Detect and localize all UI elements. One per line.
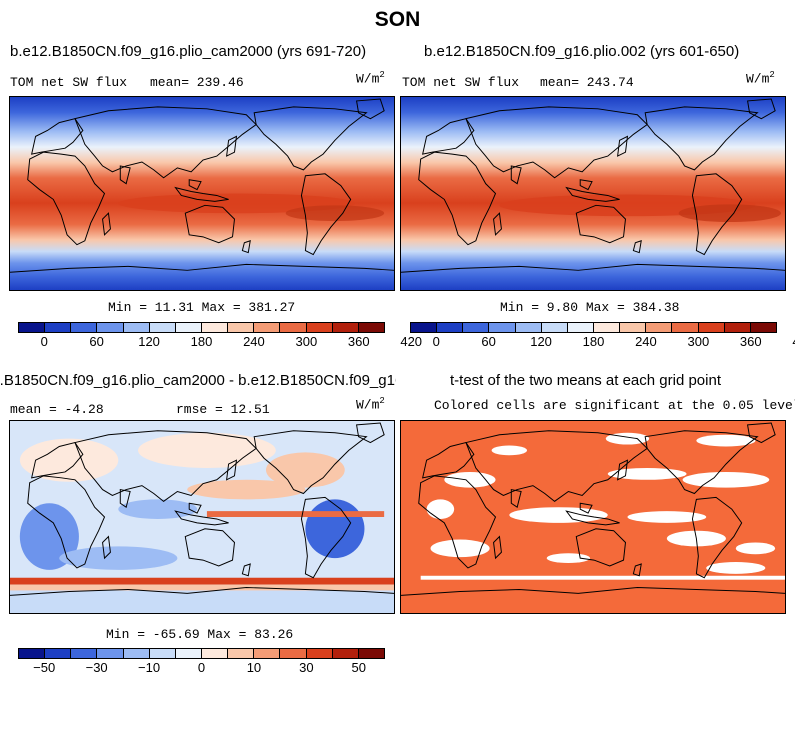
panel1-colorbar-tick-label: 0	[40, 334, 48, 349]
panel2-colorbar-swatch	[437, 323, 464, 332]
panel2-colorbar-tick-label: 60	[481, 334, 496, 349]
panel2-colorbar-swatch	[593, 323, 621, 332]
panel2-variable-label: TOM net SW flux	[402, 75, 520, 90]
panel3-colorbar-tick-label: 0	[197, 660, 206, 675]
panel3-colorbar-tick-label: −30	[85, 660, 108, 675]
panel1-colorbar-swatch	[97, 323, 124, 332]
panel2-colorbar-swatch	[567, 323, 594, 332]
panel2-colorbar-tick-label: 300	[687, 334, 710, 349]
panel2-mean-label: mean= 243.74	[540, 75, 634, 90]
panel1-colorbar-swatch	[306, 323, 333, 332]
panel2-case-title: b.e12.B1850CN.f09_g16.plio.002 (yrs 601-…	[424, 43, 740, 60]
panel2-colorbar-swatch	[620, 323, 647, 332]
panel1-colorbar-swatch	[123, 323, 150, 332]
panel1-colorbar-tick-label: 120	[138, 334, 160, 349]
panel2-colorbar-swatch	[646, 323, 673, 332]
panel2-colorbar-tick-label: 420	[792, 334, 795, 349]
panel1-units: W/m2	[356, 70, 385, 87]
panel1-colorbar-swatch	[19, 323, 46, 332]
panel3-case-title: b.e12.B1850CN.f09_g16.plio_cam2000 - b.e…	[0, 372, 396, 389]
panel1-colorbar-swatch	[358, 323, 384, 332]
panel3-colorbar-swatch	[123, 649, 150, 658]
panel1-minmax: Min = 11.31 Max = 381.27	[108, 300, 296, 315]
panel4-title: t-test of the two means at each grid poi…	[450, 372, 721, 389]
panel1-colorbar-swatch	[45, 323, 72, 332]
panel1-colorbar-swatch	[228, 323, 255, 332]
panel1-colorbar-swatch	[254, 323, 281, 332]
panel1-colorbar-tick-label: 360	[347, 334, 370, 349]
panel2-colorbar-swatch	[489, 323, 516, 332]
panel1-colorbar-tick-label: 180	[190, 334, 213, 349]
panel1-colorbar-swatch	[175, 323, 202, 332]
panel2-colorbar-swatch	[541, 323, 568, 332]
panel3-colorbar-swatch	[71, 649, 98, 658]
panel3-colorbar-swatch	[45, 649, 72, 658]
page-title: SON	[374, 8, 421, 31]
panel1-map	[9, 96, 395, 291]
panel1-case-title: b.e12.B1850CN.f09_g16.plio_cam2000 (yrs …	[10, 43, 367, 60]
panel1-colorbar	[18, 322, 385, 333]
panel1-colorbar-swatch	[332, 323, 359, 332]
panel2-colorbar-swatch	[724, 323, 751, 332]
panel3-colorbar-swatch	[332, 649, 359, 658]
panel2-colorbar-tick-label: 180	[582, 334, 605, 349]
panel1-variable-label: TOM net SW flux	[10, 75, 128, 90]
panel2-units: W/m2	[746, 70, 775, 87]
panel3-units: W/m2	[356, 396, 385, 413]
panel2-minmax: Min = 9.80 Max = 384.38	[500, 300, 680, 315]
panel1-mean-label: mean= 239.46	[150, 75, 244, 90]
panel1-colorbar-swatch	[280, 323, 307, 332]
panel2-colorbar-tick-label: 120	[530, 334, 552, 349]
panel2-colorbar-swatch	[515, 323, 542, 332]
panel3-colorbar-swatch	[358, 649, 384, 658]
panel2-map	[400, 96, 786, 291]
panel2-colorbar-swatch	[411, 323, 438, 332]
panel3-case-title-clip: b.e12.B1850CN.f09_g16.plio_cam2000 - b.e…	[0, 372, 396, 392]
panel3-colorbar-swatch	[280, 649, 307, 658]
panel2-colorbar-tick-label: 240	[635, 334, 657, 349]
panel3-mean-label: mean = -4.28	[10, 402, 104, 417]
panel3-colorbar-swatch	[175, 649, 202, 658]
panel1-colorbar-tick-label: 420	[400, 334, 423, 349]
panel3-minmax: Min = -65.69 Max = 83.26	[106, 627, 294, 642]
panel3-colorbar-tick-label: −10	[138, 660, 161, 675]
panel3-colorbar-tick-label: 10	[246, 660, 262, 675]
panel3-colorbar-swatch	[254, 649, 281, 658]
panel1-colorbar-tick-label: 300	[295, 334, 318, 349]
panel4-map	[400, 420, 786, 614]
panel2-colorbar-swatch	[750, 323, 776, 332]
panel2-colorbar-tick-label: 0	[432, 334, 440, 349]
panel3-colorbar-swatch	[306, 649, 333, 658]
panel1-colorbar-swatch	[149, 323, 176, 332]
panel3-colorbar-swatch	[149, 649, 176, 658]
panel3-colorbar-tick-label: −50	[33, 660, 56, 675]
panel2-colorbar-tick-label: 360	[739, 334, 762, 349]
panel3-colorbar-swatch	[19, 649, 46, 658]
panel3-colorbar-tick-label: 50	[351, 660, 367, 675]
panel2-colorbar-swatch	[698, 323, 725, 332]
panel3-rmse-label: rmse = 12.51	[176, 402, 270, 417]
panel3-colorbar-tick-label: 30	[299, 660, 314, 675]
panel3-colorbar	[18, 648, 385, 659]
panel1-colorbar-tick-label: 60	[89, 334, 104, 349]
panel2-colorbar-swatch	[463, 323, 490, 332]
panel1-colorbar-tick-label: 240	[243, 334, 265, 349]
panel1-colorbar-swatch	[71, 323, 98, 332]
panel1-colorbar-swatch	[201, 323, 229, 332]
panel3-map	[9, 420, 395, 614]
panel3-colorbar-swatch	[228, 649, 255, 658]
panel3-colorbar-swatch	[201, 649, 229, 658]
panel2-colorbar	[410, 322, 777, 333]
panel3-colorbar-swatch	[97, 649, 124, 658]
panel4-subtitle: Colored cells are significant at the 0.0…	[434, 398, 795, 413]
panel2-colorbar-swatch	[672, 323, 699, 332]
